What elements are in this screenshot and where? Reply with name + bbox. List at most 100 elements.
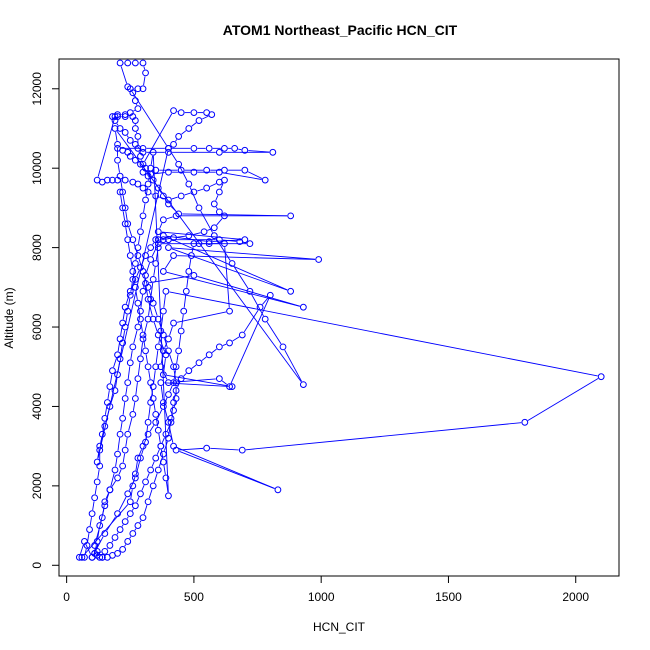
data-point (159, 192, 167, 200)
x-tick-label: 2000 (562, 590, 589, 604)
series-segment (266, 321, 282, 345)
data-point (177, 375, 185, 383)
data-point (134, 522, 142, 529)
data-point (126, 359, 134, 367)
series-segment (115, 378, 118, 388)
data-point (165, 200, 172, 208)
series-segment (160, 386, 164, 399)
data-point (131, 260, 139, 267)
data-point (86, 526, 93, 533)
data-point (139, 184, 147, 192)
data-point (200, 228, 208, 236)
data-point (159, 371, 167, 379)
data-point (139, 514, 147, 522)
series-segment (125, 386, 128, 396)
data-point (190, 240, 198, 248)
series-segment (129, 536, 132, 539)
series-segment (171, 413, 174, 419)
series-segment (148, 302, 153, 316)
series-segment (130, 350, 133, 360)
data-point (121, 220, 129, 228)
series-segment (115, 457, 118, 467)
series-segment (143, 203, 146, 213)
series-segment (200, 210, 213, 233)
series-segment (153, 401, 156, 411)
y-tick-label: 12000 (30, 72, 44, 106)
series-segment (149, 425, 155, 432)
data-point (119, 545, 127, 553)
series-segment (159, 222, 163, 229)
data-point (152, 192, 160, 200)
data-point (147, 256, 155, 263)
series-segment (215, 195, 219, 201)
data-point (152, 410, 160, 418)
series-segment (130, 259, 133, 268)
data-point (119, 462, 127, 470)
data-point (210, 232, 218, 240)
x-tick-label: 0 (63, 590, 70, 604)
data-point (238, 446, 246, 454)
data-point (190, 144, 198, 152)
data-point (121, 129, 129, 136)
data-point (159, 216, 167, 224)
series-segment (111, 540, 114, 543)
data-point (152, 418, 160, 426)
data-point (241, 166, 249, 174)
series-segment (152, 242, 155, 245)
data-point (172, 395, 180, 402)
data-point (190, 168, 198, 176)
data-point (109, 176, 116, 184)
series-segment (222, 172, 262, 180)
data-point (137, 152, 144, 160)
series-segment (209, 183, 217, 187)
data-point (274, 486, 282, 494)
series-segment (222, 343, 227, 346)
series-segment (120, 195, 123, 205)
data-point (139, 335, 147, 343)
data-point (101, 422, 109, 430)
data-point (215, 375, 223, 383)
data-point (106, 383, 114, 390)
data-point (177, 327, 185, 335)
data-point (195, 204, 203, 212)
data-point (226, 307, 233, 315)
data-point (185, 232, 193, 240)
data-point (279, 343, 287, 351)
data-point (154, 228, 162, 236)
data-point (111, 387, 119, 394)
data-point (142, 69, 149, 77)
data-point (215, 168, 223, 176)
data-point (149, 482, 157, 490)
chart-title: ATOM1 Northeast_Pacific HCN_CIT (223, 22, 458, 38)
data-point (134, 180, 142, 188)
series-segment (143, 505, 148, 515)
series-segment (192, 232, 201, 236)
data-point (131, 283, 139, 291)
data-point (129, 410, 137, 418)
series-segment (122, 195, 126, 205)
data-point (221, 212, 228, 220)
series-segment (262, 297, 269, 305)
data-point (165, 347, 172, 355)
data-point (137, 355, 144, 363)
series-segment (156, 449, 160, 455)
data-point (116, 172, 124, 180)
series-segment (156, 409, 163, 420)
data-point (170, 379, 177, 387)
data-point (154, 426, 162, 434)
series-segment (216, 218, 223, 226)
series-segment (247, 171, 263, 179)
data-point (139, 287, 147, 295)
data-point (116, 526, 124, 533)
data-point (144, 180, 152, 188)
data-point (152, 454, 160, 462)
data-point (287, 212, 295, 220)
data-point (121, 323, 129, 331)
series-segment (118, 469, 122, 475)
data-point (159, 347, 167, 355)
data-point (116, 355, 124, 363)
data-point (114, 113, 121, 120)
series-segment (140, 294, 143, 308)
data-point (139, 59, 147, 67)
series-segment (104, 405, 108, 415)
